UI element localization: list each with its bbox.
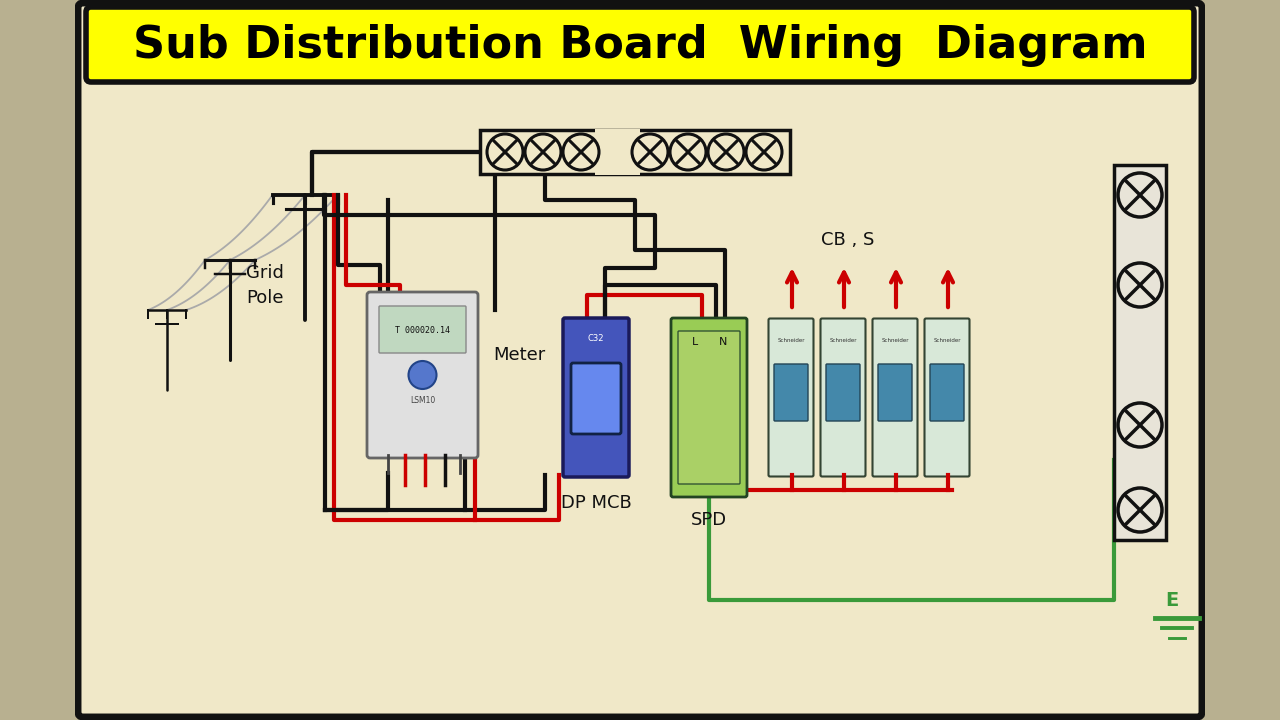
Text: Sub Distribution Board  Wiring  Diagram: Sub Distribution Board Wiring Diagram (133, 24, 1147, 66)
Circle shape (563, 134, 599, 170)
FancyBboxPatch shape (924, 318, 969, 477)
Circle shape (1117, 263, 1162, 307)
FancyBboxPatch shape (571, 363, 621, 434)
FancyBboxPatch shape (480, 130, 790, 174)
FancyBboxPatch shape (595, 129, 640, 175)
Text: SPD: SPD (691, 511, 727, 529)
Circle shape (486, 134, 524, 170)
FancyBboxPatch shape (768, 318, 814, 477)
Circle shape (525, 134, 561, 170)
FancyBboxPatch shape (820, 318, 865, 477)
FancyBboxPatch shape (671, 318, 748, 497)
Circle shape (708, 134, 744, 170)
Text: C32: C32 (588, 333, 604, 343)
Text: Schneider: Schneider (777, 338, 805, 343)
FancyBboxPatch shape (86, 7, 1194, 82)
FancyBboxPatch shape (878, 364, 913, 421)
FancyBboxPatch shape (873, 318, 918, 477)
Circle shape (1117, 173, 1162, 217)
Circle shape (408, 361, 436, 389)
Circle shape (669, 134, 707, 170)
Circle shape (632, 134, 668, 170)
Text: N: N (719, 337, 727, 347)
Text: Schneider: Schneider (881, 338, 909, 343)
FancyBboxPatch shape (367, 292, 477, 458)
Text: DP MCB: DP MCB (561, 494, 631, 512)
Text: Schneider: Schneider (829, 338, 856, 343)
Text: CB , S: CB , S (822, 231, 874, 249)
Circle shape (746, 134, 782, 170)
Text: Meter: Meter (493, 346, 545, 364)
FancyBboxPatch shape (826, 364, 860, 421)
Text: L: L (691, 337, 698, 347)
Circle shape (1117, 488, 1162, 532)
Text: T 000020.14: T 000020.14 (396, 325, 451, 335)
Text: Grid
Pole: Grid Pole (246, 264, 284, 307)
FancyBboxPatch shape (78, 3, 1202, 717)
Text: E: E (1165, 590, 1179, 610)
FancyBboxPatch shape (931, 364, 964, 421)
Circle shape (1117, 403, 1162, 447)
FancyBboxPatch shape (379, 306, 466, 353)
FancyBboxPatch shape (1114, 165, 1166, 540)
FancyBboxPatch shape (563, 318, 628, 477)
FancyBboxPatch shape (678, 331, 740, 484)
Text: Schneider: Schneider (933, 338, 961, 343)
FancyBboxPatch shape (774, 364, 808, 421)
Text: LSM10: LSM10 (410, 395, 435, 405)
